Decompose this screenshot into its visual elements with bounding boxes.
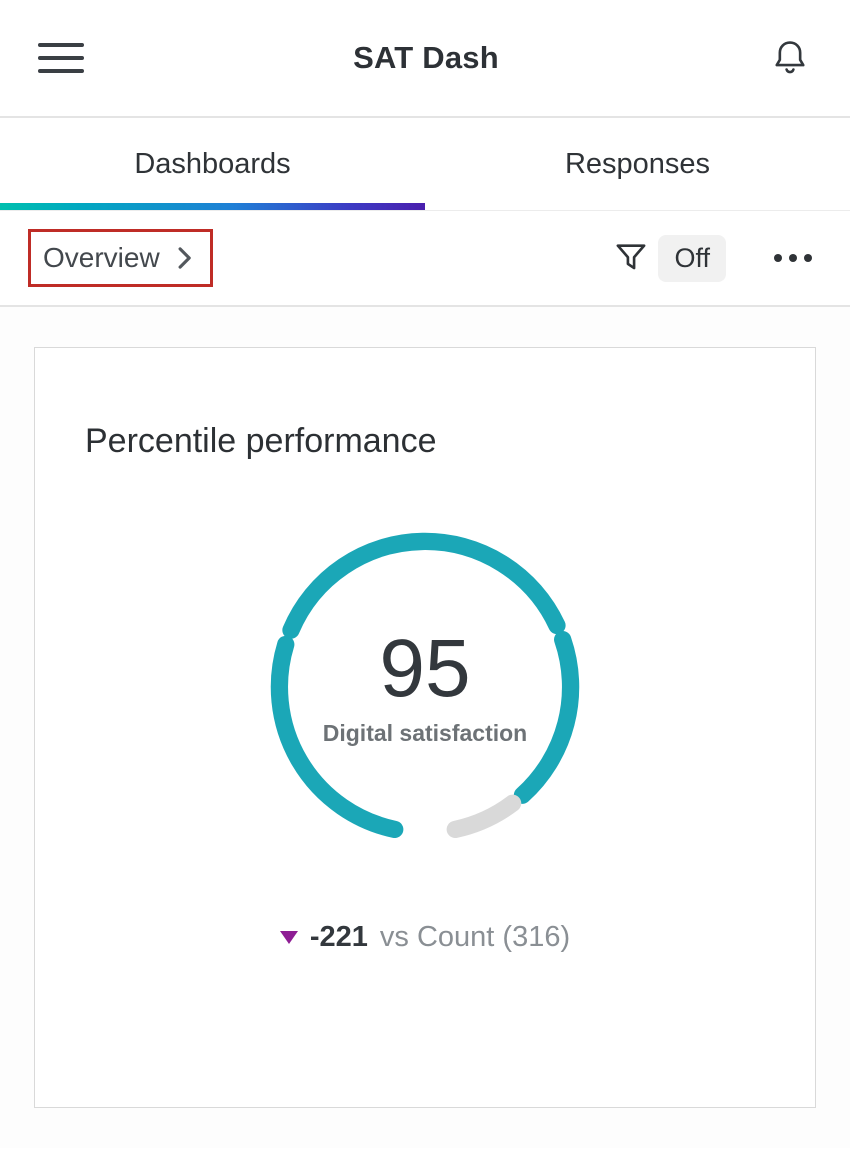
- dot-icon: [774, 254, 782, 262]
- tab-bar: Dashboards Responses: [0, 118, 850, 210]
- app-title: SAT Dash: [353, 40, 499, 75]
- more-options-button[interactable]: [770, 244, 816, 272]
- tab-responses[interactable]: Responses: [425, 118, 850, 210]
- tab-divider: [0, 210, 850, 211]
- filter-state-badge: Off: [658, 234, 726, 282]
- delta-down-icon: [279, 931, 298, 944]
- app-header: SAT Dash: [0, 0, 850, 116]
- delta-value: -221: [309, 921, 368, 953]
- gauge-chart: 95 Digital satisfaction: [243, 505, 607, 869]
- chevron-right-icon: [178, 247, 191, 269]
- tab-dashboards-label: Dashboards: [134, 147, 291, 180]
- delta-row: -221 vs Count (316): [85, 921, 765, 954]
- delta-comparison: vs Count (316): [379, 921, 571, 953]
- dot-icon: [789, 254, 797, 262]
- notification-bell-icon[interactable]: [768, 36, 812, 80]
- menu-icon[interactable]: [38, 43, 84, 73]
- gauge-label: Digital satisfaction: [322, 719, 528, 746]
- widget-card: Percentile performance 95 Digital satisf…: [34, 347, 816, 1108]
- breadcrumb[interactable]: Overview: [28, 229, 213, 287]
- header-divider: [0, 116, 850, 118]
- tab-responses-label: Responses: [564, 147, 711, 180]
- widget-title: Percentile performance: [85, 422, 437, 460]
- breadcrumb-label: Overview: [43, 242, 160, 273]
- dot-icon: [804, 254, 812, 262]
- filter-funnel-icon: [617, 244, 646, 270]
- dashboard-toolbar: Overview Off: [0, 211, 850, 307]
- gauge-center: 95 Digital satisfaction: [243, 505, 607, 869]
- dashboard-content: Percentile performance 95 Digital satisf…: [0, 307, 850, 1148]
- gauge-value: 95: [379, 622, 471, 714]
- tab-dashboards[interactable]: Dashboards: [0, 118, 425, 210]
- active-tab-indicator: [0, 203, 425, 210]
- filter-button[interactable]: Off: [614, 234, 726, 282]
- gauge-svg: [270, 532, 580, 839]
